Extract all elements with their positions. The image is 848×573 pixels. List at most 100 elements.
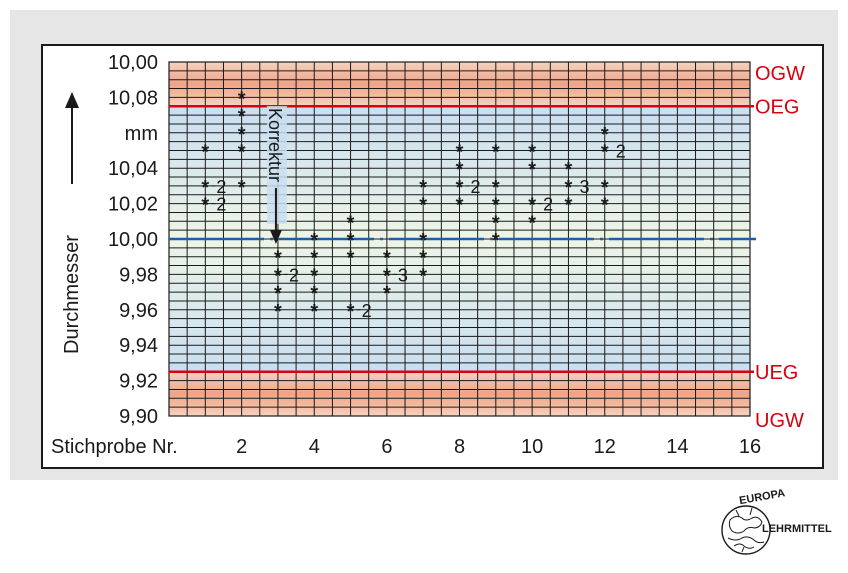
data-point: *	[383, 248, 391, 270]
y-tick-label: 10,08	[108, 87, 158, 109]
data-point: *	[419, 230, 427, 252]
logo-text-europa: EUROPA	[738, 487, 786, 507]
x-tick-label: 2	[236, 436, 247, 458]
control-chart: ** 2* 2******* 2*********** 2** 3********* 2**…	[51, 52, 805, 458]
chart-frame: * * 2 * 2 * * * * * * * 2 * * * * * * * * * * * 2 * * 3 * * * * * * * * * 2 * *…	[41, 44, 824, 469]
data-point: *	[347, 248, 355, 270]
x-tick-label: 16	[739, 436, 761, 458]
data-point-count: 2	[543, 195, 553, 215]
data-point: *	[310, 301, 318, 323]
europa-lehrmittel-logo: EUROPA LEHRMITTEL	[721, 487, 832, 555]
data-point-marker: *	[238, 177, 246, 199]
data-point: *	[601, 124, 609, 146]
x-tick-label: 14	[666, 436, 688, 458]
data-point-marker: *	[419, 265, 427, 287]
x-tick-label: 12	[594, 436, 616, 458]
data-point-marker: *	[601, 142, 609, 164]
data-point-marker: *	[383, 283, 391, 305]
data-point: *	[565, 195, 573, 217]
data-point: * 2	[528, 195, 553, 217]
data-point: *	[456, 195, 464, 217]
data-point: *	[383, 283, 391, 305]
data-point: *	[310, 265, 318, 287]
data-point: * 2	[347, 301, 372, 323]
y-tick-label: 9,98	[119, 264, 158, 286]
data-point: *	[310, 230, 318, 252]
data-point-marker: *	[492, 212, 500, 234]
data-point: *	[274, 248, 282, 270]
limit-label-oeg: OEG	[755, 96, 799, 118]
x-tick-label: 6	[381, 436, 392, 458]
data-point-marker: *	[310, 283, 318, 305]
figure-background: * * 2 * 2 * * * * * * * 2 * * * * * * * * * * * 2 * * 3 * * * * * * * * * 2 * *…	[10, 10, 838, 480]
y-tick-label: mm	[125, 123, 158, 145]
data-point: *	[238, 142, 246, 164]
data-point-marker: *	[310, 301, 318, 323]
data-point-marker: *	[274, 283, 282, 305]
data-point: * 2	[456, 177, 481, 199]
data-point: *	[528, 159, 536, 181]
data-point-marker: *	[601, 195, 609, 217]
data-point-marker: *	[201, 142, 209, 164]
data-point: *	[201, 142, 209, 164]
data-point-marker: *	[383, 248, 391, 270]
data-point-marker: *	[528, 159, 536, 181]
data-point: *	[492, 142, 500, 164]
data-point-marker: *	[528, 142, 536, 164]
x-tick-label: 10	[521, 436, 543, 458]
data-point: * 2	[201, 195, 226, 217]
data-point: *	[238, 177, 246, 199]
data-point: *	[238, 88, 246, 110]
data-point: * 3	[565, 177, 590, 199]
y-tick-label: 9,94	[119, 335, 158, 357]
data-point-marker: *	[492, 177, 500, 199]
data-point-marker: *	[565, 195, 573, 217]
annotation-bg	[266, 106, 287, 224]
data-point: *	[347, 212, 355, 234]
y-tick-label: 10,02	[108, 194, 158, 216]
data-point-marker: *	[419, 230, 427, 252]
data-point-count: 2	[289, 265, 299, 285]
data-point: *	[274, 283, 282, 305]
data-point: *	[419, 195, 427, 217]
data-point-marker: *	[347, 212, 355, 234]
y-tick-label: 10,00	[108, 52, 158, 74]
data-point: *	[492, 230, 500, 252]
data-point-marker: *	[419, 177, 427, 199]
data-point-marker: *	[492, 142, 500, 164]
data-point: *	[456, 159, 464, 181]
data-point: *	[310, 283, 318, 305]
data-point-marker: *	[528, 195, 536, 217]
data-point-marker: *	[274, 301, 282, 323]
data-point-marker: *	[601, 177, 609, 199]
limit-label-ugw: UGW	[755, 410, 804, 432]
data-point-marker: *	[310, 248, 318, 270]
data-point-marker: *	[383, 265, 391, 287]
data-point: * 2	[274, 265, 299, 287]
data-point-marker: *	[565, 177, 573, 199]
x-axis-title: Stichprobe Nr.	[51, 436, 178, 458]
data-point: *	[601, 177, 609, 199]
data-point: *	[492, 195, 500, 217]
y-axis-title: Durchmesser	[61, 235, 83, 354]
data-point: *	[238, 124, 246, 146]
data-point: *	[492, 212, 500, 234]
data-point-marker: *	[565, 159, 573, 181]
data-point: *	[492, 177, 500, 199]
data-point-marker: *	[456, 142, 464, 164]
data-point-marker: *	[310, 265, 318, 287]
annotation-text: Korrektur	[265, 108, 285, 182]
limit-label-ueg: UEG	[755, 362, 798, 384]
data-point: *	[310, 248, 318, 270]
data-point: *	[347, 230, 355, 252]
y-tick-label: 9,90	[119, 406, 158, 428]
data-point-marker: *	[201, 195, 209, 217]
data-point-marker: *	[456, 159, 464, 181]
y-tick-label: 9,92	[119, 371, 158, 393]
data-point-marker: *	[456, 195, 464, 217]
data-point-count: 3	[398, 265, 408, 285]
y-tick-label: 9,96	[119, 300, 158, 322]
annotation-arrow-head	[269, 230, 282, 244]
y-tick-label: 10,04	[108, 158, 158, 180]
data-point: *	[528, 212, 536, 234]
